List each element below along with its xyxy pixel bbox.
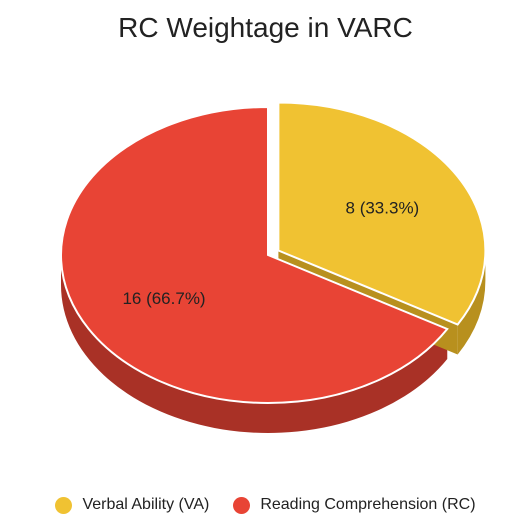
slice-label-va: 8 (33.3%) [346,199,420,218]
slice-side-0 [457,250,486,355]
slice-label-rc: 16 (66.7%) [122,289,205,308]
slice-side-1 [61,255,448,434]
slice-rc[interactable] [60,105,449,404]
legend-label-rc: Reading Comprehension (RC) [260,496,476,513]
legend-swatch-va [55,496,73,514]
legend-item-va[interactable]: Verbal Ability (VA) [55,496,209,514]
legend-swatch-rc [233,496,251,514]
legend-label-va: Verbal Ability (VA) [82,496,210,513]
chart-title: RC Weightage in VARC [118,12,413,43]
legend-item-rc[interactable]: Reading Comprehension (RC) [233,496,476,514]
legend: Verbal Ability (VA) Reading Comprehensio… [0,496,531,514]
slice-va[interactable] [277,101,487,326]
